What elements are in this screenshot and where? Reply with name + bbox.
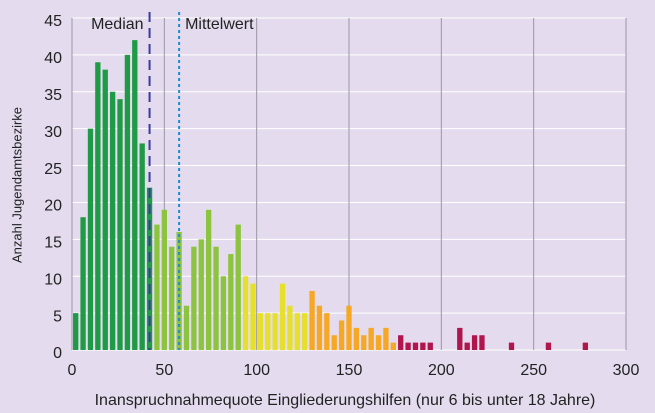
bar — [242, 276, 249, 350]
bar — [479, 335, 485, 350]
bar — [427, 342, 433, 350]
bar — [412, 342, 419, 350]
bar — [109, 91, 116, 351]
reference-label: Median — [91, 16, 143, 33]
bar — [205, 209, 212, 350]
bar — [316, 305, 323, 350]
bar — [390, 342, 396, 350]
bar — [213, 246, 219, 350]
y-tick-label: 15 — [44, 235, 62, 252]
x-tick-label: 100 — [243, 362, 270, 379]
reference-label: Mittelwert — [185, 16, 254, 33]
bar — [139, 143, 145, 350]
bar — [95, 62, 101, 351]
bar — [228, 254, 234, 350]
bar — [87, 128, 94, 350]
bar — [250, 283, 256, 350]
bar — [398, 335, 404, 350]
y-tick-label: 5 — [53, 308, 62, 325]
bar — [582, 342, 589, 350]
bar — [464, 342, 470, 350]
bar — [405, 342, 411, 350]
y-tick-label: 0 — [53, 345, 62, 362]
bar — [368, 327, 374, 350]
bar — [309, 290, 315, 350]
y-tick-label: 35 — [44, 87, 62, 104]
x-tick-label: 300 — [613, 362, 640, 379]
bar — [287, 305, 293, 350]
bar — [420, 342, 426, 350]
bar — [191, 246, 197, 350]
bar — [361, 335, 367, 350]
bar — [471, 335, 478, 350]
bar — [73, 313, 79, 350]
bar — [279, 283, 286, 350]
y-tick-label: 45 — [44, 13, 62, 30]
bar — [102, 69, 108, 351]
x-tick-label: 250 — [520, 362, 547, 379]
bar — [220, 276, 227, 350]
x-tick-label: 50 — [155, 362, 173, 379]
bar — [161, 209, 167, 350]
x-tick-label: 150 — [336, 362, 363, 379]
bar — [346, 305, 352, 350]
x-tick-label: 0 — [68, 362, 77, 379]
bar — [338, 320, 345, 350]
y-axis-label: Anzahl Jugendamtsbezirke — [9, 107, 24, 263]
bar — [132, 40, 138, 351]
bar — [324, 313, 330, 350]
bar — [124, 54, 131, 351]
bar — [375, 335, 382, 350]
bar — [545, 342, 552, 350]
bar — [331, 335, 337, 350]
bar — [80, 217, 86, 350]
bar — [265, 313, 271, 350]
bar — [353, 327, 360, 350]
y-tick-label: 40 — [44, 50, 62, 67]
bar — [117, 99, 123, 351]
x-tick-label: 200 — [428, 362, 455, 379]
y-tick-label: 25 — [44, 161, 62, 178]
bar — [457, 327, 463, 350]
bar — [272, 313, 278, 350]
y-tick-label: 10 — [44, 271, 62, 288]
y-tick-label: 30 — [44, 124, 62, 141]
y-tick-label: 20 — [44, 198, 62, 215]
bar — [183, 305, 190, 350]
bar — [383, 327, 389, 350]
bar — [198, 239, 204, 350]
bar — [294, 313, 300, 350]
bar — [154, 224, 160, 350]
bar — [302, 313, 308, 350]
bar — [169, 246, 175, 350]
bar — [257, 313, 264, 350]
bar — [508, 342, 515, 350]
x-axis-label: Inanspruchnahmequote Eingliederungshilfe… — [95, 392, 596, 409]
bar — [235, 224, 241, 350]
